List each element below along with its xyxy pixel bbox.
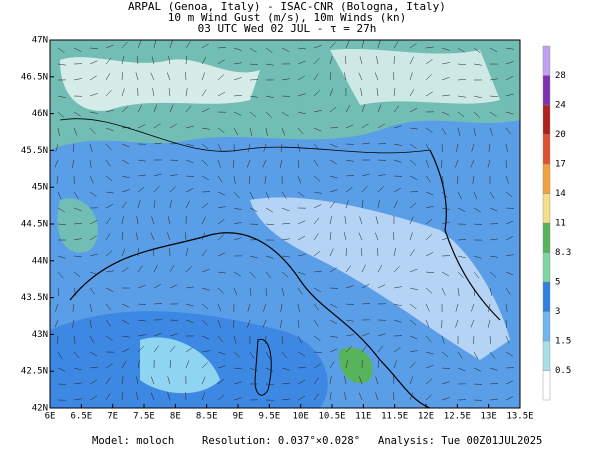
colorbar-label: 1.5 (555, 337, 571, 347)
x-tick-label: 9.5E (258, 412, 280, 422)
colorbar-label: 14 (555, 189, 566, 199)
colorbar-segment (543, 164, 550, 194)
colorbar-segment (543, 253, 550, 283)
x-tick-label: 11.5E (381, 412, 408, 422)
colorbar-segment (543, 282, 550, 312)
x-tick-label: 11E (355, 412, 371, 422)
x-tick-label: 7E (107, 412, 118, 422)
colorbar-label: 11 (555, 219, 566, 229)
y-tick-label: 44.5N (21, 220, 48, 230)
y-tick-label: 45.5N (21, 146, 48, 156)
colorbar-label: 17 (555, 160, 566, 170)
x-tick-label: 12.5E (444, 412, 471, 422)
x-tick-label: 8E (170, 412, 181, 422)
x-tick-label: 7.5E (133, 412, 155, 422)
colorbar-segment (543, 76, 550, 106)
footer-analysis: Analysis: Tue 00Z01JUL2025 (378, 435, 542, 447)
footer-resolution: Resolution: 0.037°×0.028° (202, 435, 360, 447)
colorbar-segment (543, 46, 550, 76)
colorbar-segment (543, 312, 550, 342)
colorbar-label: 3 (555, 307, 560, 317)
colorbar-label: 24 (555, 101, 566, 111)
colorbar-label: 8.3 (555, 248, 571, 258)
colorbar-label: 0.5 (555, 366, 571, 376)
colorbar-segment (543, 105, 550, 135)
x-tick-label: 10E (293, 412, 309, 422)
colorbar-label: 20 (555, 130, 566, 140)
header-line: 03 UTC Wed 02 JUL - τ = 27h (198, 22, 377, 35)
colorbar-segment (543, 341, 550, 371)
x-tick-label: 12E (418, 412, 434, 422)
y-tick-label: 42.5N (21, 367, 48, 377)
footer-model: Model: moloch (92, 435, 174, 447)
x-tick-label: 13.5E (506, 412, 533, 422)
colorbar-label: 5 (555, 278, 560, 288)
y-tick-label: 43N (32, 330, 48, 340)
x-tick-label: 10.5E (318, 412, 345, 422)
x-tick-label: 9E (233, 412, 244, 422)
y-tick-label: 43.5N (21, 293, 48, 303)
colorbar-segment (543, 194, 550, 224)
colorbar-segment (543, 223, 550, 253)
colorbar-segment (543, 135, 550, 165)
y-tick-label: 47N (32, 36, 48, 46)
x-tick-label: 6.5E (70, 412, 92, 422)
colorbar-segment (543, 371, 550, 401)
x-tick-label: 13E (481, 412, 497, 422)
colorbar-label: 28 (555, 71, 566, 81)
y-tick-label: 46N (32, 109, 48, 119)
x-tick-label: 8.5E (196, 412, 218, 422)
y-tick-label: 46.5N (21, 72, 48, 82)
y-tick-label: 44N (32, 256, 48, 266)
y-tick-label: 45N (32, 183, 48, 193)
y-tick-label: 42N (32, 404, 48, 414)
